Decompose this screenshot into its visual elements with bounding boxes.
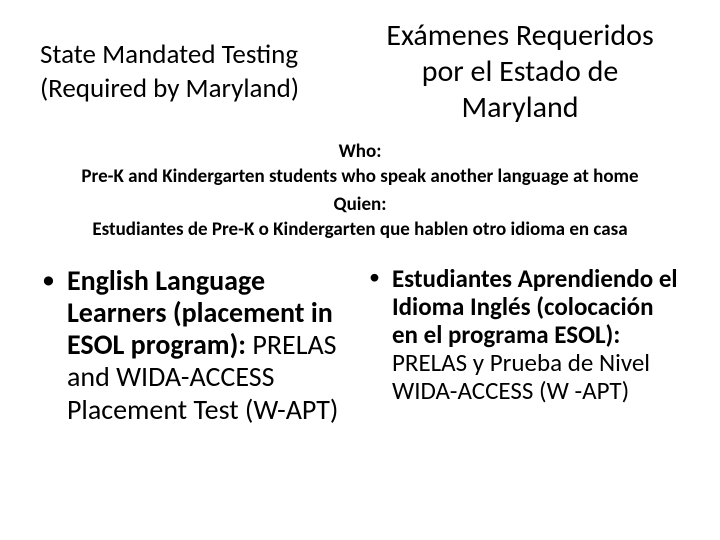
who-en-text: Pre-K and Kindergarten students who spea… (40, 165, 680, 190)
bullet-es-rest: PRELAS y Prueba de Nivel WIDA-ACCESS (W … (392, 347, 650, 406)
bullet-english: • English Language Learners (placement i… (38, 265, 355, 426)
bullet-es-content: Estudiantes Aprendiendo el Idioma Inglés… (392, 265, 682, 405)
bullet-icon: • (42, 265, 55, 294)
bullet-en-content: English Language Learners (placement in … (67, 265, 355, 426)
title-en-line1: State Mandated Testing (40, 38, 360, 72)
header: State Mandated Testing (Required by Mary… (30, 18, 690, 126)
who-en-label: Who: (40, 140, 680, 165)
bullet-icon: • (369, 265, 380, 289)
title-english: State Mandated Testing (Required by Mary… (30, 38, 360, 106)
who-es-label: Quien: (40, 193, 680, 218)
title-es-line2: por el Estado de (360, 54, 680, 90)
title-es-line3: Maryland (360, 90, 680, 126)
who-spanish: Quien: Estudiantes de Pre-K o Kindergart… (40, 193, 680, 242)
who-english: Who: Pre-K and Kindergarten students who… (40, 140, 680, 189)
title-spanish: Exámenes Requeridos por el Estado de Mar… (360, 18, 690, 126)
bullet-row-es: • Estudiantes Aprendiendo el Idioma Ingl… (365, 265, 682, 405)
bullet-spanish: • Estudiantes Aprendiendo el Idioma Ingl… (365, 265, 682, 426)
bullet-row-en: • English Language Learners (placement i… (38, 265, 355, 426)
bullet-columns: • English Language Learners (placement i… (30, 265, 690, 426)
who-section: Who: Pre-K and Kindergarten students who… (30, 140, 690, 243)
title-en-line2: (Required by Maryland) (40, 72, 360, 106)
who-es-text: Estudiantes de Pre-K o Kindergarten que … (40, 218, 680, 243)
title-es-line1: Exámenes Requeridos (360, 18, 680, 54)
bullet-es-bold: Estudiantes Aprendiendo el Idioma Inglés… (392, 263, 678, 350)
